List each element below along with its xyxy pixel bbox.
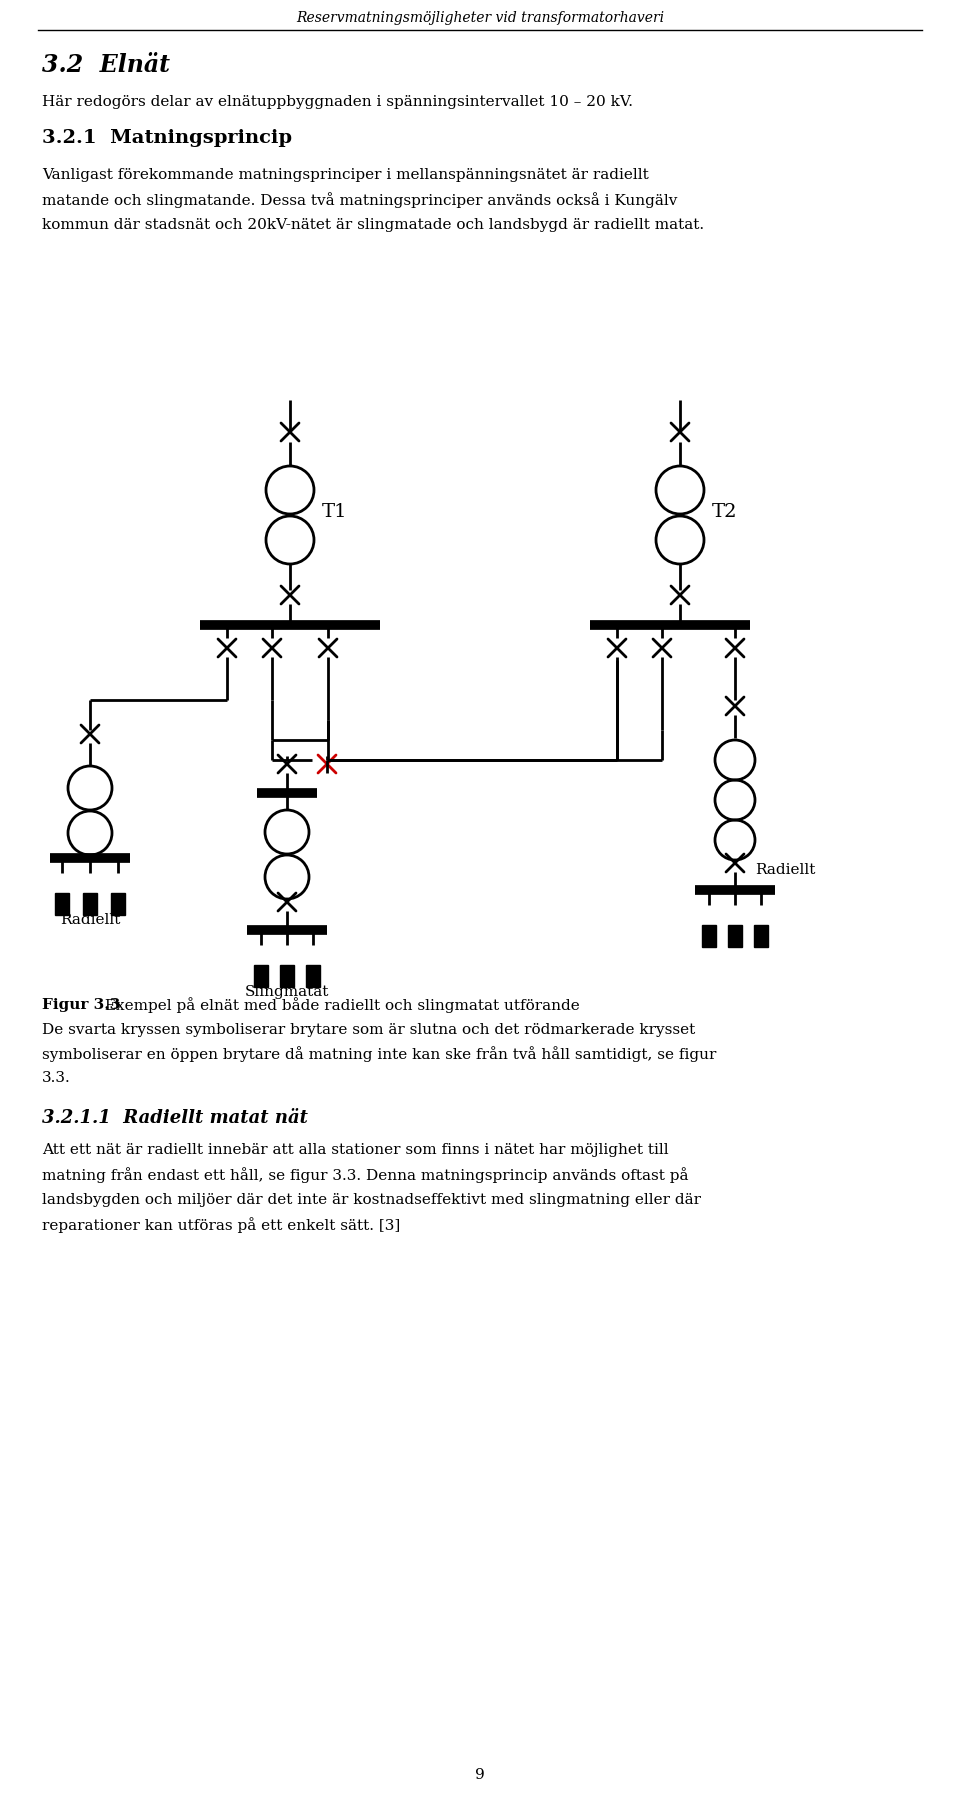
Text: Slingmatat: Slingmatat xyxy=(245,986,329,998)
Bar xyxy=(254,966,268,987)
Text: Reservmatningsmöjligheter vid transformatorhaveri: Reservmatningsmöjligheter vid transforma… xyxy=(296,11,664,25)
Text: Exempel på elnät med både radiellt och slingmatat utförande: Exempel på elnät med både radiellt och s… xyxy=(100,997,580,1013)
Text: 3.2  Elnät: 3.2 Elnät xyxy=(42,52,170,77)
Text: Figur 3.3: Figur 3.3 xyxy=(42,998,120,1013)
Text: Att ett nät är radiellt innebär att alla stationer som finns i nätet har möjligh: Att ett nät är radiellt innebär att alla… xyxy=(42,1142,668,1157)
Text: kommun där stadsnät och 20kV-nätet är slingmatade och landsbygd är radiellt mata: kommun där stadsnät och 20kV-nätet är sl… xyxy=(42,218,704,232)
Text: T2: T2 xyxy=(712,503,737,521)
Bar xyxy=(55,894,69,915)
Bar xyxy=(306,966,320,987)
Text: 3.2.1  Matningsprincip: 3.2.1 Matningsprincip xyxy=(42,130,292,148)
Text: matande och slingmatande. Dessa två matningsprinciper används också i Kungälv: matande och slingmatande. Dessa två matn… xyxy=(42,193,678,207)
Text: T1: T1 xyxy=(322,503,348,521)
Bar xyxy=(754,924,768,948)
Text: landsbygden och miljöer där det inte är kostnadseffektivt med slingmatning eller: landsbygden och miljöer där det inte är … xyxy=(42,1193,701,1207)
Text: De svarta kryssen symboliserar brytare som är slutna och det rödmarkerade krysse: De svarta kryssen symboliserar brytare s… xyxy=(42,1024,695,1036)
Bar xyxy=(111,894,125,915)
Bar xyxy=(702,924,716,948)
Bar xyxy=(728,924,742,948)
Bar xyxy=(280,966,294,987)
Text: 3.3.: 3.3. xyxy=(42,1070,71,1085)
Text: 9: 9 xyxy=(475,1768,485,1782)
Bar xyxy=(83,894,97,915)
Text: Här redogörs delar av elnätuppbyggnaden i spänningsintervallet 10 – 20 kV.: Här redogörs delar av elnätuppbyggnaden … xyxy=(42,96,633,108)
Text: Radiellt: Radiellt xyxy=(60,914,120,926)
Text: Vanligast förekommande matningsprinciper i mellanspänningsnätet är radiellt: Vanligast förekommande matningsprinciper… xyxy=(42,168,649,182)
Text: 3.2.1.1  Radiellt matat nät: 3.2.1.1 Radiellt matat nät xyxy=(42,1108,308,1126)
Text: reparationer kan utföras på ett enkelt sätt. [3]: reparationer kan utföras på ett enkelt s… xyxy=(42,1216,400,1233)
Text: matning från endast ett håll, se figur 3.3. Denna matningsprincip används oftast: matning från endast ett håll, se figur 3… xyxy=(42,1168,688,1182)
Text: Radiellt: Radiellt xyxy=(755,863,815,878)
Text: symboliserar en öppen brytare då matning inte kan ske från två håll samtidigt, s: symboliserar en öppen brytare då matning… xyxy=(42,1047,716,1061)
